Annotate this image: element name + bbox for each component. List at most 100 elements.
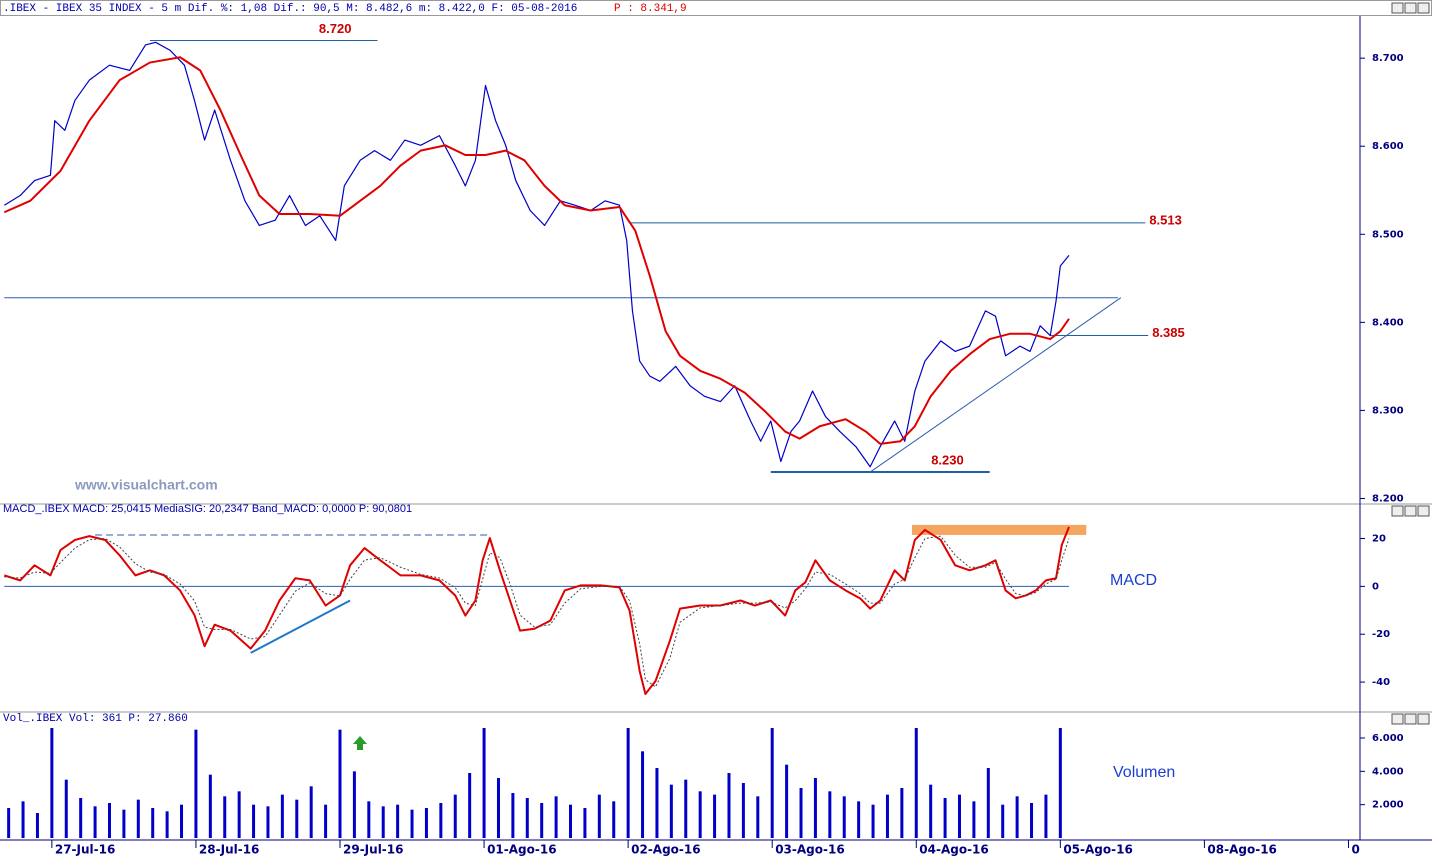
window-buttons[interactable] xyxy=(1391,2,1430,725)
volume-bar xyxy=(986,768,990,838)
y-tick-label: 8.600 xyxy=(1372,141,1404,152)
level-label: 8.513 xyxy=(1149,212,1182,227)
volume-bar xyxy=(252,804,256,838)
y-tick-label: 6.000 xyxy=(1372,733,1404,744)
volume-bar xyxy=(655,768,659,838)
close-button[interactable] xyxy=(1417,713,1430,725)
y-tick-label: 8.400 xyxy=(1372,317,1404,328)
volume-bar xyxy=(957,794,961,838)
volume-bar xyxy=(842,796,846,838)
volume-bar xyxy=(122,809,126,838)
y-tick-label: 8.500 xyxy=(1372,229,1404,240)
volume-bar xyxy=(309,786,313,838)
volume-bar xyxy=(885,794,889,838)
volume-bar xyxy=(352,771,356,838)
panel-label: MACD xyxy=(1110,572,1157,589)
minimize-button[interactable] xyxy=(1391,2,1404,14)
close-button[interactable] xyxy=(1417,2,1430,14)
volume-bar xyxy=(626,728,630,838)
panel-title: MACD_.IBEX MACD: 25,0415 MediaSIG: 20,23… xyxy=(3,503,412,515)
maximize-button[interactable] xyxy=(1404,505,1417,517)
volume-bar xyxy=(280,794,284,838)
volume-bar xyxy=(7,808,11,838)
volume-bar xyxy=(237,791,241,838)
volume-bar xyxy=(453,794,457,838)
volume-bar xyxy=(208,774,212,838)
volume-bar xyxy=(972,801,976,838)
series-line xyxy=(3,56,1070,445)
volume-bar xyxy=(1001,804,1005,838)
volume-bar xyxy=(165,811,169,838)
y-tick-label: 4.000 xyxy=(1372,766,1404,777)
volume-bar xyxy=(684,779,688,838)
volume-bar xyxy=(540,803,544,838)
volume-bar xyxy=(64,779,68,838)
volume-bar xyxy=(785,764,789,838)
volume-bar xyxy=(943,798,947,838)
x-tick-label: 01-Ago-16 xyxy=(487,843,556,857)
volume-bar xyxy=(424,808,428,838)
close-button[interactable] xyxy=(1417,505,1430,517)
minimize-button[interactable] xyxy=(1391,713,1404,725)
volume-bar xyxy=(482,728,486,838)
volume-bar xyxy=(367,801,371,838)
volume-bar xyxy=(1015,796,1019,838)
maximize-button[interactable] xyxy=(1404,713,1417,725)
reference-line xyxy=(250,599,351,654)
volume-bar xyxy=(468,773,472,838)
volume-bar xyxy=(583,808,587,838)
up-arrow-icon xyxy=(353,736,367,750)
level-label: 8.720 xyxy=(319,21,352,36)
volume-bar xyxy=(381,806,385,838)
volume-bar xyxy=(338,729,342,838)
volume-bar xyxy=(79,798,83,838)
volume-bar xyxy=(266,806,270,838)
volume-bar xyxy=(756,796,760,838)
volume-bar xyxy=(511,793,515,838)
y-tick-label: 8.300 xyxy=(1372,405,1404,416)
series-line xyxy=(4,41,1070,468)
x-tick-label: 28-Jul-16 xyxy=(199,843,259,857)
volume-bar xyxy=(828,791,832,838)
volume-bar xyxy=(914,728,918,838)
level-label: 8.230 xyxy=(931,452,964,467)
volume-bar xyxy=(151,808,155,838)
series-line xyxy=(4,526,1070,696)
volume-bar xyxy=(713,794,717,838)
volume-bar xyxy=(929,784,933,838)
volume-bar xyxy=(741,783,745,838)
volume-bar xyxy=(1058,728,1062,838)
x-tick-label: 27-Jul-16 xyxy=(55,843,115,857)
x-tick-label: 29-Jul-16 xyxy=(343,843,403,857)
maximize-button[interactable] xyxy=(1404,2,1417,14)
volume-bar xyxy=(136,799,140,838)
volume-bar xyxy=(698,791,702,838)
volume-bar xyxy=(1044,794,1048,838)
volume-bar xyxy=(439,803,443,838)
volume-bar xyxy=(612,801,616,838)
volume-bar xyxy=(554,796,558,838)
y-tick-label: 8.700 xyxy=(1372,53,1404,64)
volume-bar xyxy=(525,798,529,838)
y-tick-label: 0 xyxy=(1372,581,1379,592)
x-tick-label: 0 xyxy=(1351,843,1359,857)
volume-bar xyxy=(93,806,97,838)
volume-bar xyxy=(900,788,904,838)
x-tick-label: 05-Ago-16 xyxy=(1063,843,1132,857)
volume-bar xyxy=(641,751,645,838)
volume-bar xyxy=(1030,803,1034,838)
header-price: P : 8.341,9 xyxy=(614,3,687,15)
volume-bar xyxy=(223,796,227,838)
series-line xyxy=(4,535,1070,688)
volume-bar xyxy=(295,799,299,838)
x-tick-label: 04-Ago-16 xyxy=(919,843,988,857)
x-tick-label: 02-Ago-16 xyxy=(631,843,700,857)
volume-bar xyxy=(669,784,673,838)
highlight-box xyxy=(911,524,1087,535)
minimize-button[interactable] xyxy=(1391,505,1404,517)
panel-label: Volumen xyxy=(1113,764,1175,781)
volume-bar xyxy=(496,778,500,838)
